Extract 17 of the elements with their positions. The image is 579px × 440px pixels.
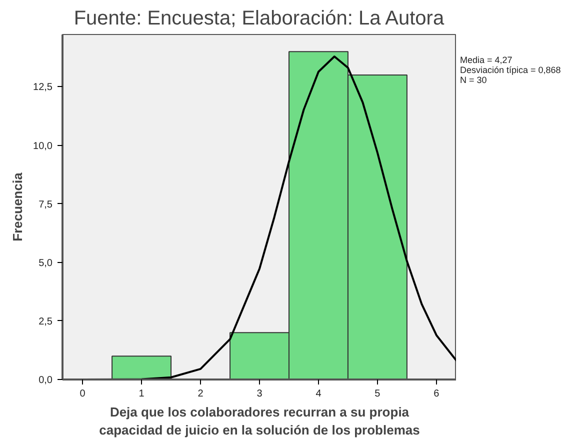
x-tick-label: 1: [138, 388, 145, 400]
text: Media = 4,27 Desviación típica = 0,868 N = 30: [460, 55, 561, 85]
x-tick-label: 6: [434, 388, 440, 400]
x-tick-label: 3: [256, 388, 263, 400]
x-tick-label: 2: [198, 388, 204, 400]
y-tick-label: 0,0: [38, 375, 53, 386]
x-tick-label: 4: [316, 388, 322, 400]
y-tick-label: 7,5: [38, 199, 53, 210]
x-axis-title: Deja que los colaboradores recurran a su propia capacidad de juicio en la solución de los problemas: [99, 404, 420, 438]
source-note: Fuente: Encuesta; Elaboración: La Autora: [74, 8, 445, 30]
y-axis-title: Frecuencia: [10, 172, 26, 242]
x-tick-label: 5: [374, 388, 381, 400]
y-tick-label: 2,5: [38, 316, 53, 328]
y-tick-label: 12,5: [33, 82, 53, 94]
x-tick-label: 0: [80, 388, 86, 400]
y-tick-label: 10,0: [33, 140, 53, 152]
y-tick-label: 5,0: [38, 258, 53, 269]
